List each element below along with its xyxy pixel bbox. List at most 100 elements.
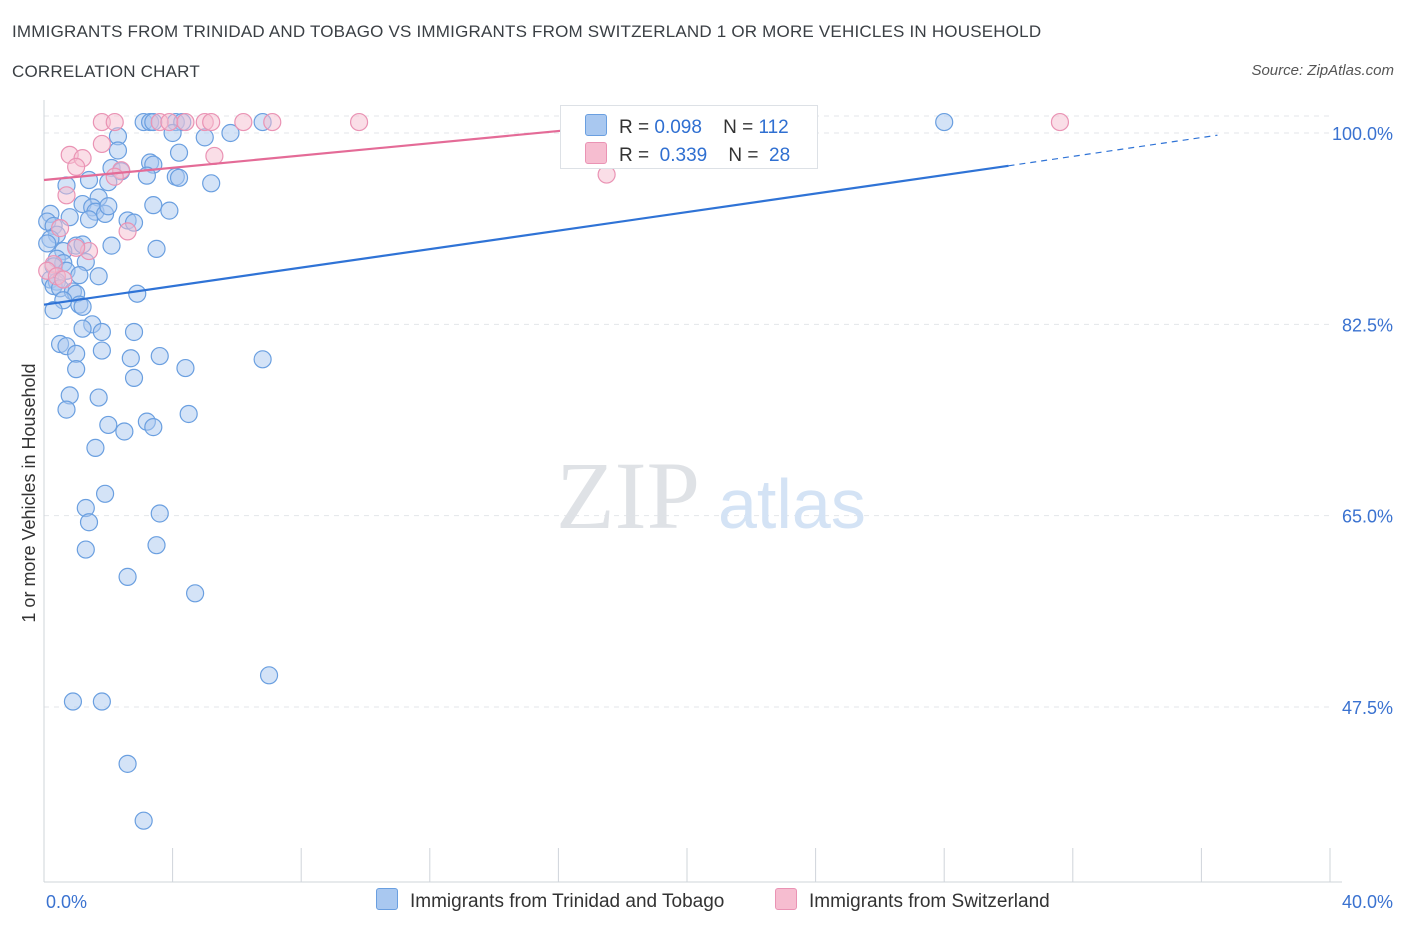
data-point-switzerland <box>263 112 282 132</box>
data-point-trinidad <box>124 368 144 388</box>
data-point-trinidad <box>121 349 140 368</box>
bottom-legend-trinidad: Immigrants from Trinidad and Tobago <box>376 888 724 913</box>
legend-row-trinidad: R = 0.098 N = 112 <box>585 114 789 138</box>
data-point-trinidad <box>86 438 105 457</box>
bottom-legend-switzerland: Immigrants from Switzerland <box>775 888 1050 913</box>
data-point-trinidad <box>79 513 99 532</box>
data-point-trinidad <box>144 196 163 215</box>
data-point-trinidad <box>115 422 134 441</box>
data-point-trinidad <box>108 141 128 160</box>
chart-title: IMMIGRANTS FROM TRINIDAD AND TOBAGO VS I… <box>12 22 1042 41</box>
y-axis-label: 1 or more Vehicles in Household <box>19 363 39 622</box>
data-point-trinidad <box>70 266 89 285</box>
data-point-trinidad <box>44 301 63 320</box>
data-point-trinidad <box>92 692 111 711</box>
data-point-trinidad <box>259 666 279 685</box>
data-point-trinidad <box>38 234 57 253</box>
legend-row-switzerland: R = 0.339 N = 28 <box>585 142 790 166</box>
data-point-trinidad <box>102 236 121 255</box>
gridlines <box>44 115 1330 708</box>
data-point-switzerland <box>92 134 111 154</box>
axes <box>43 100 1342 883</box>
watermark-atlas: atlas <box>718 465 866 543</box>
data-point-trinidad <box>99 197 118 216</box>
data-point-trinidad <box>128 284 147 303</box>
data-point-switzerland <box>205 146 224 166</box>
data-point-trinidad <box>195 128 214 147</box>
data-point-trinidad <box>186 584 205 603</box>
data-point-switzerland <box>234 112 253 132</box>
legend-n-label: N = <box>723 117 754 138</box>
x-tick-label-min: 0.0% <box>46 892 87 912</box>
data-point-trinidad <box>147 536 166 555</box>
data-point-trinidad <box>118 567 137 586</box>
trend-line-switzerland <box>43 125 607 182</box>
bottom-legend-label: Immigrants from Switzerland <box>809 891 1050 912</box>
data-point-trinidad <box>160 201 179 220</box>
data-point-trinidad <box>67 344 86 363</box>
data-point-trinidad <box>79 210 99 229</box>
data-point-switzerland <box>118 222 137 241</box>
data-point-switzerland <box>57 186 76 205</box>
data-point-trinidad <box>202 174 221 193</box>
data-point-switzerland <box>54 270 73 289</box>
trend-line-trinidad-extension <box>1008 134 1218 167</box>
x-tick-label-max: 40.0% <box>1342 892 1393 912</box>
data-point-trinidad <box>99 415 118 435</box>
correlation-legend: R = 0.098 N = 112 R = 0.339 N = 28 <box>560 105 818 169</box>
bottom-legend-swatch-pink <box>775 888 797 910</box>
trend-lines <box>43 125 1218 306</box>
legend-n-value: 112 <box>758 117 789 138</box>
data-point-trinidad <box>134 811 153 830</box>
data-point-switzerland <box>1050 112 1070 132</box>
y-tick-label: 100.0% <box>1332 124 1393 144</box>
data-point-switzerland <box>160 112 179 132</box>
y-tick-label: 65.0% <box>1342 507 1393 527</box>
bottom-legend-label: Immigrants from Trinidad and Tobago <box>410 891 725 912</box>
legend-swatch-pink <box>585 142 607 164</box>
data-point-trinidad <box>76 540 95 559</box>
data-point-trinidad <box>253 350 272 369</box>
series-switzerland-points <box>38 112 1070 289</box>
data-point-switzerland <box>202 112 221 132</box>
data-point-trinidad <box>147 239 166 258</box>
data-point-trinidad <box>179 404 198 424</box>
legend-swatch-blue <box>585 114 607 136</box>
data-point-trinidad <box>89 388 108 407</box>
watermark-zip: ZIP <box>556 442 700 549</box>
legend-n-value: 28 <box>769 145 791 166</box>
data-point-trinidad <box>73 319 92 338</box>
y-tick-label: 82.5% <box>1342 315 1393 335</box>
data-point-trinidad <box>144 418 163 437</box>
data-point-trinidad <box>935 112 954 132</box>
data-point-trinidad <box>124 322 144 342</box>
tick-labels: 47.5% 65.0% 82.5% 100.0% 0.0% 40.0% <box>46 124 1393 912</box>
data-point-trinidad <box>89 267 108 286</box>
data-point-trinidad <box>63 692 83 711</box>
data-point-trinidad <box>169 143 189 162</box>
data-point-trinidad <box>95 484 115 503</box>
bottom-legend-swatch-blue <box>376 888 398 910</box>
data-point-switzerland <box>105 167 124 186</box>
legend-n-label: N = <box>728 145 759 166</box>
legend-r-value: 0.098 <box>654 117 702 138</box>
data-point-trinidad <box>169 168 189 187</box>
chart-subtitle: CORRELATION CHART <box>12 62 200 81</box>
trend-line-trinidad <box>43 164 1009 306</box>
data-point-switzerland <box>67 238 86 257</box>
data-point-switzerland <box>349 112 369 132</box>
legend-r-value: 0.339 <box>659 145 708 166</box>
source-label: Source: ZipAtlas.com <box>1251 62 1394 79</box>
data-point-trinidad <box>57 400 76 419</box>
data-point-trinidad <box>92 322 111 342</box>
data-point-trinidad <box>118 754 137 773</box>
data-point-switzerland <box>50 219 70 238</box>
data-point-switzerland <box>67 157 86 176</box>
y-tick-label: 47.5% <box>1342 698 1393 718</box>
data-point-trinidad <box>92 341 111 360</box>
data-point-trinidad <box>221 123 240 143</box>
data-point-trinidad <box>67 360 86 379</box>
data-point-trinidad <box>176 358 195 378</box>
legend-r-label: R = <box>619 145 650 166</box>
